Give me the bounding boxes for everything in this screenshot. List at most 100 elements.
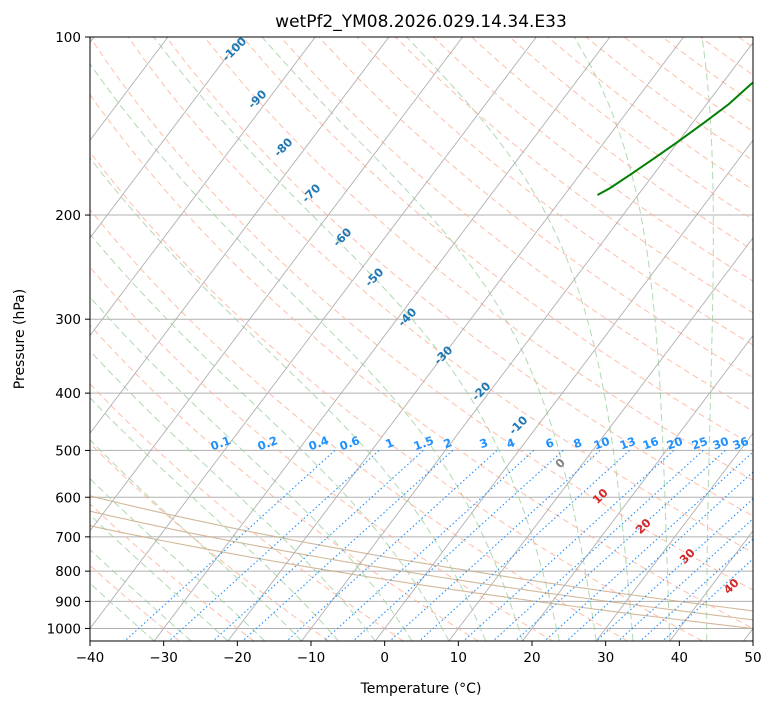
moist-adiabat-line: [406, 37, 634, 641]
mixing-ratio-line: [514, 450, 726, 641]
isotherm-line: [669, 530, 753, 641]
pressure-gridlines: [90, 37, 753, 629]
y-tick-label: 400: [55, 386, 81, 402]
y-tick-label: 1000: [47, 621, 81, 637]
x-tick-label: 40: [671, 650, 688, 666]
y-tick-label: 300: [55, 312, 81, 328]
mixing-ratio-line: [323, 450, 535, 641]
lifted-parcel-curve: [90, 525, 753, 630]
moist-adiabat-line: [701, 37, 714, 641]
dry-adiabat-line: [90, 383, 404, 641]
dry-adiabat-line: [90, 266, 554, 641]
mixing-ratio-line: [544, 451, 753, 641]
mixing-ratio-label: 20: [665, 434, 685, 453]
x-axis-label: Temperature (°C): [360, 681, 482, 697]
mixing-ratio-line: [662, 558, 753, 641]
y-tick-label: 100: [55, 30, 81, 46]
x-tick-label: −20: [223, 650, 252, 666]
mixing-ratio-line: [640, 538, 753, 641]
mixing-ratio-label: 13: [618, 434, 638, 453]
plot-area: -100-90-80-70-60-50-40-30-20-100.1 0.2 0.4…: [90, 37, 753, 641]
y-axis-label: Pressure (hPa): [12, 289, 28, 389]
chart-title: wetPf2_YM08.2026.029.14.34.E33: [275, 12, 567, 32]
moist-adiabat-line: [90, 233, 450, 641]
mixing-ratio-line: [124, 450, 336, 641]
x-tick-label: 20: [523, 650, 540, 666]
dry-adiabat-line: [165, 37, 753, 517]
moist-adiabat-line: [90, 397, 339, 641]
y-axis-ticks: 100 200 300 400 500 600 700 800 900 1000: [47, 30, 90, 637]
moist-adiabat-line: [153, 37, 560, 641]
mixing-ratio-line: [212, 450, 424, 641]
dry-adiabat-line: [432, 37, 753, 282]
mixing-ratio-label: 30: [711, 434, 731, 453]
isotherm-line: [90, 37, 463, 532]
dry-adiabat-line: [204, 37, 753, 481]
dewpoint-profile-line: [597, 81, 753, 196]
mixing-ratio-line: [286, 450, 498, 641]
isotherm-line: [90, 37, 390, 434]
mixing-ratio-line: [242, 450, 454, 641]
moist-adiabat-line: [90, 157, 487, 641]
mixing-ratio-label: 1.5: [412, 433, 436, 453]
moist-adiabat-line: [90, 477, 266, 641]
isotherm-line: [227, 37, 684, 641]
x-tick-label: 0: [380, 650, 389, 666]
dry-adiabat-line: [90, 442, 330, 641]
y-tick-label: 200: [55, 208, 81, 224]
mixing-ratio-label: 0.6: [338, 433, 362, 453]
x-tick-label: 50: [744, 650, 761, 666]
mixing-ratio-line: [419, 450, 630, 641]
dry-adiabat-line: [90, 208, 628, 641]
mixing-ratio-line: [389, 450, 601, 641]
dry-adiabat-line: [394, 37, 753, 314]
isotherm-line: [595, 432, 753, 641]
lifted-parcel-curve: [90, 495, 753, 612]
moist-adiabat-line: [90, 350, 376, 641]
x-tick-label: −10: [297, 650, 326, 666]
isotherm-line: [90, 37, 169, 142]
x-tick-label: −40: [76, 650, 105, 666]
mixing-ratio-label: 0.2: [256, 433, 280, 453]
moist-adiabat-line: [90, 296, 413, 641]
mixing-ratio-label: 10: [592, 434, 612, 453]
y-tick-label: 500: [55, 443, 81, 459]
isotherm-line: [522, 334, 753, 641]
mixing-ratio-lines: [124, 450, 753, 641]
isotherm-line: [301, 41, 753, 641]
isotherm-line: [90, 37, 316, 337]
mixing-ratio-label: 36: [731, 434, 751, 453]
mixing-ratio-label: 16: [641, 434, 661, 453]
plot-frame: [89, 36, 754, 642]
mixing-ratio-label: 0.4: [307, 433, 331, 453]
dry-adiabat-line: [280, 37, 753, 412]
mixing-ratio-line: [595, 498, 753, 641]
y-tick-label: 800: [55, 564, 81, 580]
isotherm-line: [90, 37, 537, 630]
isotherm-line: [153, 37, 611, 641]
lifted-parcel-curve: [90, 510, 753, 621]
y-tick-label: 700: [55, 530, 81, 546]
mixing-ratio-line: [566, 471, 753, 641]
mixing-ratio-line: [492, 450, 704, 641]
x-tick-label: 10: [450, 650, 467, 666]
y-tick-label: 600: [55, 490, 81, 506]
sounding-profiles: [597, 81, 753, 196]
moist-adiabat-line: [261, 37, 597, 641]
y-tick-label: 900: [55, 594, 81, 610]
mixing-ratio-line: [463, 450, 675, 641]
x-tick-label: 30: [597, 650, 614, 666]
dry-adiabat-line: [242, 37, 753, 446]
isotherm-line: [374, 139, 753, 641]
moist-adiabat-line: [573, 37, 671, 641]
mixing-ratio-line: [617, 518, 753, 641]
mixing-ratio-line: [352, 450, 564, 641]
mixing-ratio-line: [168, 450, 380, 641]
isotherm-line: [448, 237, 753, 641]
x-tick-label: −30: [149, 650, 178, 666]
lifted-parcel-curves: [90, 495, 753, 630]
isotherm-line: [90, 37, 242, 239]
skewed-isotherms: [90, 37, 753, 641]
